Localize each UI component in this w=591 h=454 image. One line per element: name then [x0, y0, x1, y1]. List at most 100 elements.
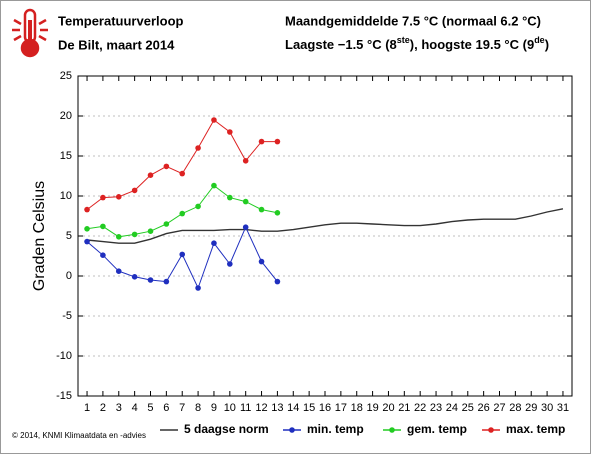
x-tick-label: 29: [525, 402, 537, 414]
data-point: [147, 228, 154, 234]
data-point: [100, 194, 106, 201]
x-tick-label: 7: [179, 402, 185, 414]
legend-label: gem. temp: [407, 422, 467, 436]
legend-label: 5 daagse norm: [184, 422, 269, 436]
data-point: [274, 210, 281, 216]
y-tick-label: 10: [60, 190, 72, 202]
x-tick-label: 9: [211, 402, 217, 414]
x-tick-label: 17: [335, 402, 347, 414]
data-point: [179, 210, 186, 217]
data-point: [84, 238, 90, 245]
x-tick-label: 5: [147, 402, 153, 414]
data-point: [163, 278, 170, 285]
legend-swatch: [488, 427, 494, 433]
stats-line: Maandgemiddelde 7.5 °C (normaal 6.2 °C): [285, 13, 541, 28]
legend-swatch: [289, 427, 295, 433]
data-point: [100, 252, 106, 258]
x-tick-label: 6: [163, 402, 169, 414]
stats-text: Laagste −1.5 °C (8: [285, 37, 397, 52]
stats-text: ste: [397, 35, 410, 45]
data-point: [242, 198, 249, 205]
y-tick-label: -10: [56, 350, 72, 362]
subtitle: De Bilt, maart 2014: [58, 37, 175, 52]
data-point: [258, 138, 265, 145]
data-point: [84, 226, 90, 232]
legend-swatch: [389, 427, 395, 433]
legend-label: max. temp: [506, 422, 565, 436]
data-point: [147, 277, 154, 283]
data-point: [115, 268, 122, 275]
x-tick-label: 21: [398, 402, 410, 414]
x-tick-label: 30: [541, 402, 553, 414]
data-point: [258, 258, 265, 265]
x-tick-label: 25: [462, 402, 474, 414]
x-tick-label: 4: [132, 402, 138, 414]
data-point: [258, 206, 265, 213]
y-tick-label: 5: [66, 230, 72, 242]
data-point: [131, 274, 138, 280]
data-point: [274, 138, 281, 145]
y-axis-label: Graden Celsius: [31, 181, 48, 291]
legend-label: min. temp: [307, 422, 364, 436]
x-tick-label: 10: [224, 402, 236, 414]
x-tick-label: 8: [195, 402, 201, 414]
data-point: [147, 172, 154, 178]
x-tick-label: 2: [100, 402, 106, 414]
x-tick-label: 14: [287, 402, 299, 414]
data-point: [179, 170, 186, 177]
x-tick-label: 23: [430, 402, 442, 414]
data-point: [211, 117, 217, 123]
x-tick-label: 19: [366, 402, 378, 414]
data-point: [115, 194, 122, 200]
data-point: [131, 231, 138, 238]
data-point: [195, 203, 201, 210]
x-tick-label: 16: [319, 402, 331, 414]
y-tick-label: -5: [62, 310, 72, 322]
footer: © 2014, KNMI Klimaatdata en -advies: [12, 431, 146, 440]
data-point: [179, 251, 186, 258]
data-point: [115, 234, 122, 240]
x-tick-label: 3: [116, 402, 122, 414]
x-tick-label: 15: [303, 402, 315, 414]
data-point: [100, 223, 106, 230]
data-point: [211, 182, 217, 189]
data-point: [163, 221, 170, 227]
data-point: [163, 163, 170, 170]
y-tick-label: 0: [66, 270, 72, 282]
x-tick-label: 11: [240, 402, 251, 414]
y-tick-label: -15: [56, 390, 72, 402]
thermometer-icon: [12, 8, 48, 58]
data-point: [84, 206, 90, 213]
plot-frame: [77, 75, 573, 397]
x-tick-label: 26: [478, 402, 490, 414]
x-tick-label: 27: [493, 402, 505, 414]
data-point: [274, 278, 281, 285]
data-point: [227, 261, 233, 267]
x-tick-label: 13: [271, 402, 283, 414]
x-tick-label: 22: [414, 402, 426, 414]
x-tick-label: 1: [84, 402, 90, 414]
data-point: [211, 240, 217, 246]
x-tick-label: 28: [509, 402, 521, 414]
stats-text: ), hoogste 19.5 °C (9: [410, 37, 534, 52]
data-point: [242, 224, 249, 230]
data-point: [195, 285, 201, 291]
data-point: [227, 129, 233, 135]
series-line: [86, 208, 564, 244]
data-point: [242, 158, 249, 164]
y-tick-label: 15: [60, 150, 72, 162]
x-tick-label: 31: [557, 402, 569, 414]
data-point: [195, 145, 201, 151]
data-point: [227, 194, 233, 201]
chart-title: Temperatuurverloop: [58, 13, 184, 28]
x-tick-label: 24: [446, 402, 458, 414]
y-tick-label: 25: [60, 70, 72, 82]
y-tick-label: 20: [60, 110, 72, 122]
stats-text: de: [534, 35, 545, 45]
data-point: [131, 187, 138, 194]
x-tick-label: 18: [351, 402, 363, 414]
x-tick-label: 12: [255, 402, 267, 414]
stats-text: ): [545, 37, 549, 52]
stats-line: Laagste −1.5 °C (8ste), hoogste 19.5 °C …: [285, 35, 549, 52]
